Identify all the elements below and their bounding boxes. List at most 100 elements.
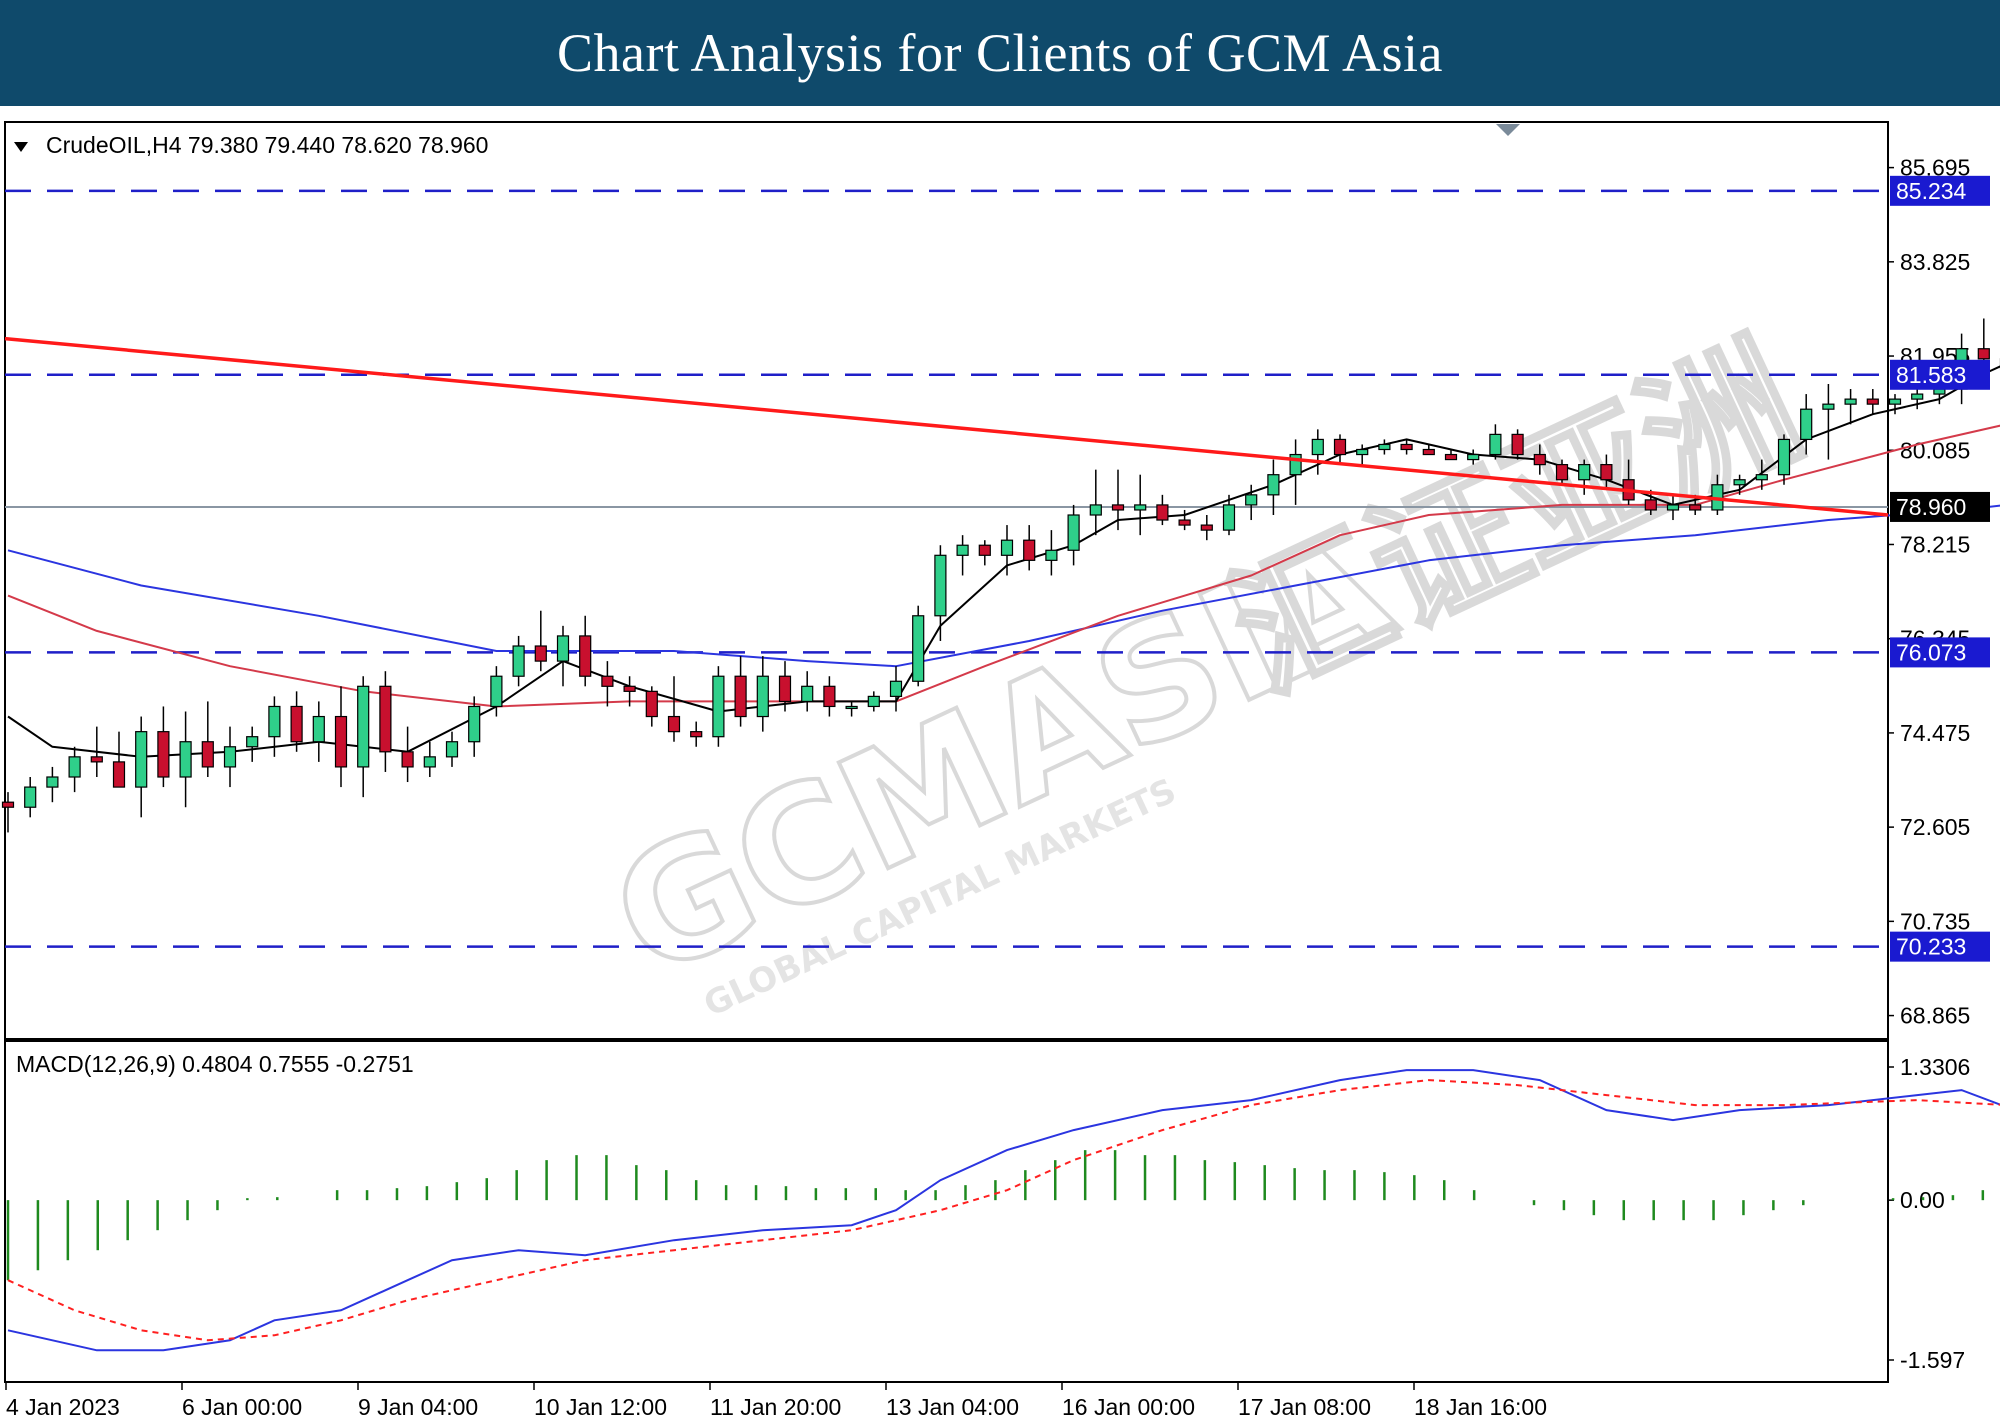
candle-up — [556, 635, 570, 662]
candle-down — [978, 544, 991, 556]
candle-up — [1311, 438, 1324, 456]
macd-tick-label: 1.3306 — [1900, 1054, 1970, 1080]
candle-down — [601, 675, 614, 687]
y-tick-label: 70.735 — [1900, 908, 1970, 934]
y-tick-label: 83.825 — [1900, 249, 1970, 275]
level-badge-label: 70.233 — [1896, 934, 1966, 960]
chart-canvas: GCMASIA 汇证亚洲 GLOBAL CAPITAL MARKETS Crud… — [1, 121, 2000, 1420]
candle-down — [579, 635, 592, 677]
macd-line — [7, 1069, 2000, 1352]
candle-down — [1644, 499, 1657, 511]
candle-down — [690, 731, 703, 738]
candle-down — [778, 675, 792, 703]
candle-up — [490, 675, 503, 708]
candle-up — [312, 715, 325, 743]
candle-down — [734, 675, 747, 718]
level-badge — [1890, 637, 1990, 668]
candle-down — [401, 751, 414, 768]
y-tick-label: 68.865 — [1900, 1003, 1970, 1029]
symbol-dropdown-icon[interactable] — [14, 142, 28, 152]
candle-down — [623, 685, 636, 692]
y-tick-label: 80.085 — [1900, 437, 1970, 463]
candle-up — [46, 776, 59, 788]
y-tick-label: 74.475 — [1900, 720, 1970, 746]
candle-up — [845, 705, 858, 710]
candle-down — [1977, 348, 1990, 360]
x-tick-label: 16 Jan 00:00 — [1062, 1394, 1195, 1420]
candle-down — [379, 685, 392, 753]
x-tick-label: 18 Jan 16:00 — [1414, 1394, 1547, 1420]
candle-up — [889, 680, 903, 697]
candle-up — [268, 705, 281, 738]
candle-up — [1933, 388, 1946, 395]
candle-down — [1111, 504, 1125, 511]
candle-down — [1, 801, 15, 808]
candle-up — [956, 544, 969, 556]
candle-down — [823, 685, 836, 708]
macd-tick-label: -1.597 — [1900, 1347, 1965, 1373]
trendline — [4, 336, 1889, 517]
ma-fast-line — [7, 365, 2000, 758]
y-tick-label: 78.215 — [1900, 531, 1970, 557]
price-info: CrudeOIL,H4 79.380 79.440 78.620 78.960 — [46, 132, 488, 158]
candle-down — [1156, 504, 1169, 521]
report-title: Chart Analysis for Clients of GCM Asia — [557, 23, 1443, 83]
report-header: Chart Analysis for Clients of GCM Asia — [0, 0, 2000, 106]
level-badge-label: 76.073 — [1896, 639, 1966, 665]
candle-down — [334, 715, 348, 768]
candle-up — [223, 746, 237, 768]
candle-down — [645, 690, 658, 718]
candle-down — [1555, 464, 1569, 481]
candle-up — [468, 705, 481, 743]
candle-down — [1600, 464, 1613, 481]
x-tick-label: 13 Jan 04:00 — [886, 1394, 1019, 1420]
candle-up — [1222, 504, 1236, 531]
candle-up — [1888, 398, 1902, 405]
candle-down — [1200, 524, 1213, 531]
candle-up — [445, 741, 459, 758]
candle-up — [1289, 453, 1302, 476]
candle-down — [1333, 438, 1347, 456]
candle-up — [1800, 408, 1813, 441]
candle-up — [1134, 504, 1147, 511]
candle-down — [534, 645, 547, 662]
candle-up — [934, 554, 947, 617]
candle-down — [1422, 448, 1435, 456]
candle-up — [912, 615, 925, 682]
candle-up — [1000, 539, 1014, 556]
candle-up — [1666, 504, 1680, 511]
level-badge-label: 85.234 — [1896, 178, 1967, 204]
candle-up — [135, 731, 148, 788]
candle-down — [1178, 519, 1191, 526]
candle-up — [1777, 438, 1791, 476]
candle-up — [512, 645, 525, 677]
candle-up — [1755, 474, 1768, 481]
candle-up — [24, 786, 37, 808]
candle-up — [712, 675, 725, 738]
macd-info: MACD(12,26,9) 0.4804 0.7555 -0.2751 — [16, 1051, 414, 1077]
candle-up — [1267, 474, 1280, 496]
candle-up — [1822, 403, 1835, 410]
candle-down — [1533, 453, 1546, 466]
price-y-axis: 85.69583.82581.95580.08578.21576.34574.4… — [1888, 155, 1970, 1029]
macd-histogram — [6, 1150, 1985, 1281]
x-tick-label: 9 Jan 04:00 — [358, 1394, 478, 1420]
macd-lines — [7, 1069, 2000, 1352]
candle-up — [1245, 494, 1258, 506]
candle-down — [290, 705, 303, 743]
candle-up — [1489, 433, 1502, 456]
support-resistance-levels — [5, 189, 1888, 948]
candle-up — [867, 695, 880, 708]
candle-up — [756, 675, 769, 718]
time-axis: 4 Jan 2023 6 Jan 00:00 9 Jan 04:00 10 Jan 1… — [5, 1382, 1547, 1420]
x-tick-label: 17 Jan 08:00 — [1238, 1394, 1371, 1420]
candle-up — [1378, 443, 1391, 451]
candle-up — [1733, 479, 1746, 486]
candle-up — [1467, 453, 1480, 461]
candle-down — [1511, 433, 1524, 456]
x-tick-label: 4 Jan 2023 — [6, 1394, 120, 1420]
price-badges: 85.234 81.583 76.073 70.233 78.960 — [1890, 175, 1990, 962]
candle-up — [801, 685, 814, 703]
y-tick-label: 72.605 — [1900, 814, 1970, 840]
